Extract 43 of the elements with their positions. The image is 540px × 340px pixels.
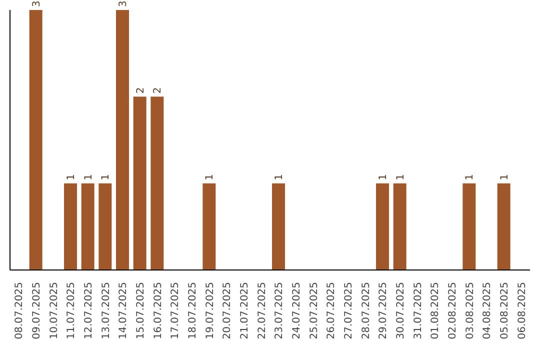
x-tick-label: 10.07.2025 <box>48 282 60 340</box>
x-tick-label: 13.07.2025 <box>100 282 112 340</box>
data-label: 1 <box>66 174 77 180</box>
x-tick-label: 15.07.2025 <box>136 282 146 340</box>
x-tick-label: 09.07.2025 <box>32 282 42 340</box>
x-tick-label: 05.08.2025 <box>500 282 510 340</box>
x-tick-label: 29.07.2025 <box>378 282 390 340</box>
data-label: 3 <box>118 0 129 7</box>
data-label: 1 <box>499 174 510 180</box>
x-tick-label: 19.07.2025 <box>204 282 216 340</box>
x-tick-label: 28.07.2025 <box>360 282 372 340</box>
data-label: 1 <box>395 174 406 180</box>
x-tick-label: 23.07.2025 <box>274 282 286 340</box>
x-tick-label: 08.07.2025 <box>14 282 26 340</box>
x-tick-label: 03.08.2025 <box>464 282 476 340</box>
data-label: 3 <box>31 0 42 7</box>
data-label: 2 <box>152 87 164 94</box>
x-tick-label: 30.07.2025 <box>396 282 406 340</box>
x-tick-label: 12.07.2025 <box>84 282 94 340</box>
data-label: 1 <box>83 174 94 180</box>
x-tick-label: 01.08.2025 <box>430 282 442 340</box>
x-tick-label: 06.08.2025 <box>516 282 528 340</box>
x-tick-label: 04.08.2025 <box>482 282 494 340</box>
x-tick-label: 26.07.2025 <box>326 282 338 340</box>
x-tick-label: 24.07.2025 <box>292 282 302 340</box>
x-tick-label: 18.07.2025 <box>188 282 198 340</box>
data-label: 1 <box>378 174 389 180</box>
x-tick-label: 17.07.2025 <box>170 282 182 340</box>
data-label: 1 <box>204 174 216 180</box>
data-label: 1 <box>100 174 112 180</box>
x-tick-label: 27.07.2025 <box>344 282 354 340</box>
x-tick-label: 16.07.2025 <box>152 282 164 340</box>
x-tick-label: 14.07.2025 <box>118 282 130 340</box>
x-tick-label: 25.07.2025 <box>308 282 320 340</box>
x-tick-label: 20.07.2025 <box>222 282 234 340</box>
x-tick-label: 21.07.2025 <box>240 282 250 340</box>
data-label: 1 <box>464 174 476 180</box>
data-label: 1 <box>274 174 285 180</box>
x-tick-label: 22.07.2025 <box>256 282 268 340</box>
x-tick-label: 02.08.2025 <box>448 282 458 340</box>
x-tick-label: 11.07.2025 <box>66 282 78 340</box>
x-tick-label: 31.07.2025 <box>412 282 424 340</box>
data-label: 2 <box>135 87 146 94</box>
